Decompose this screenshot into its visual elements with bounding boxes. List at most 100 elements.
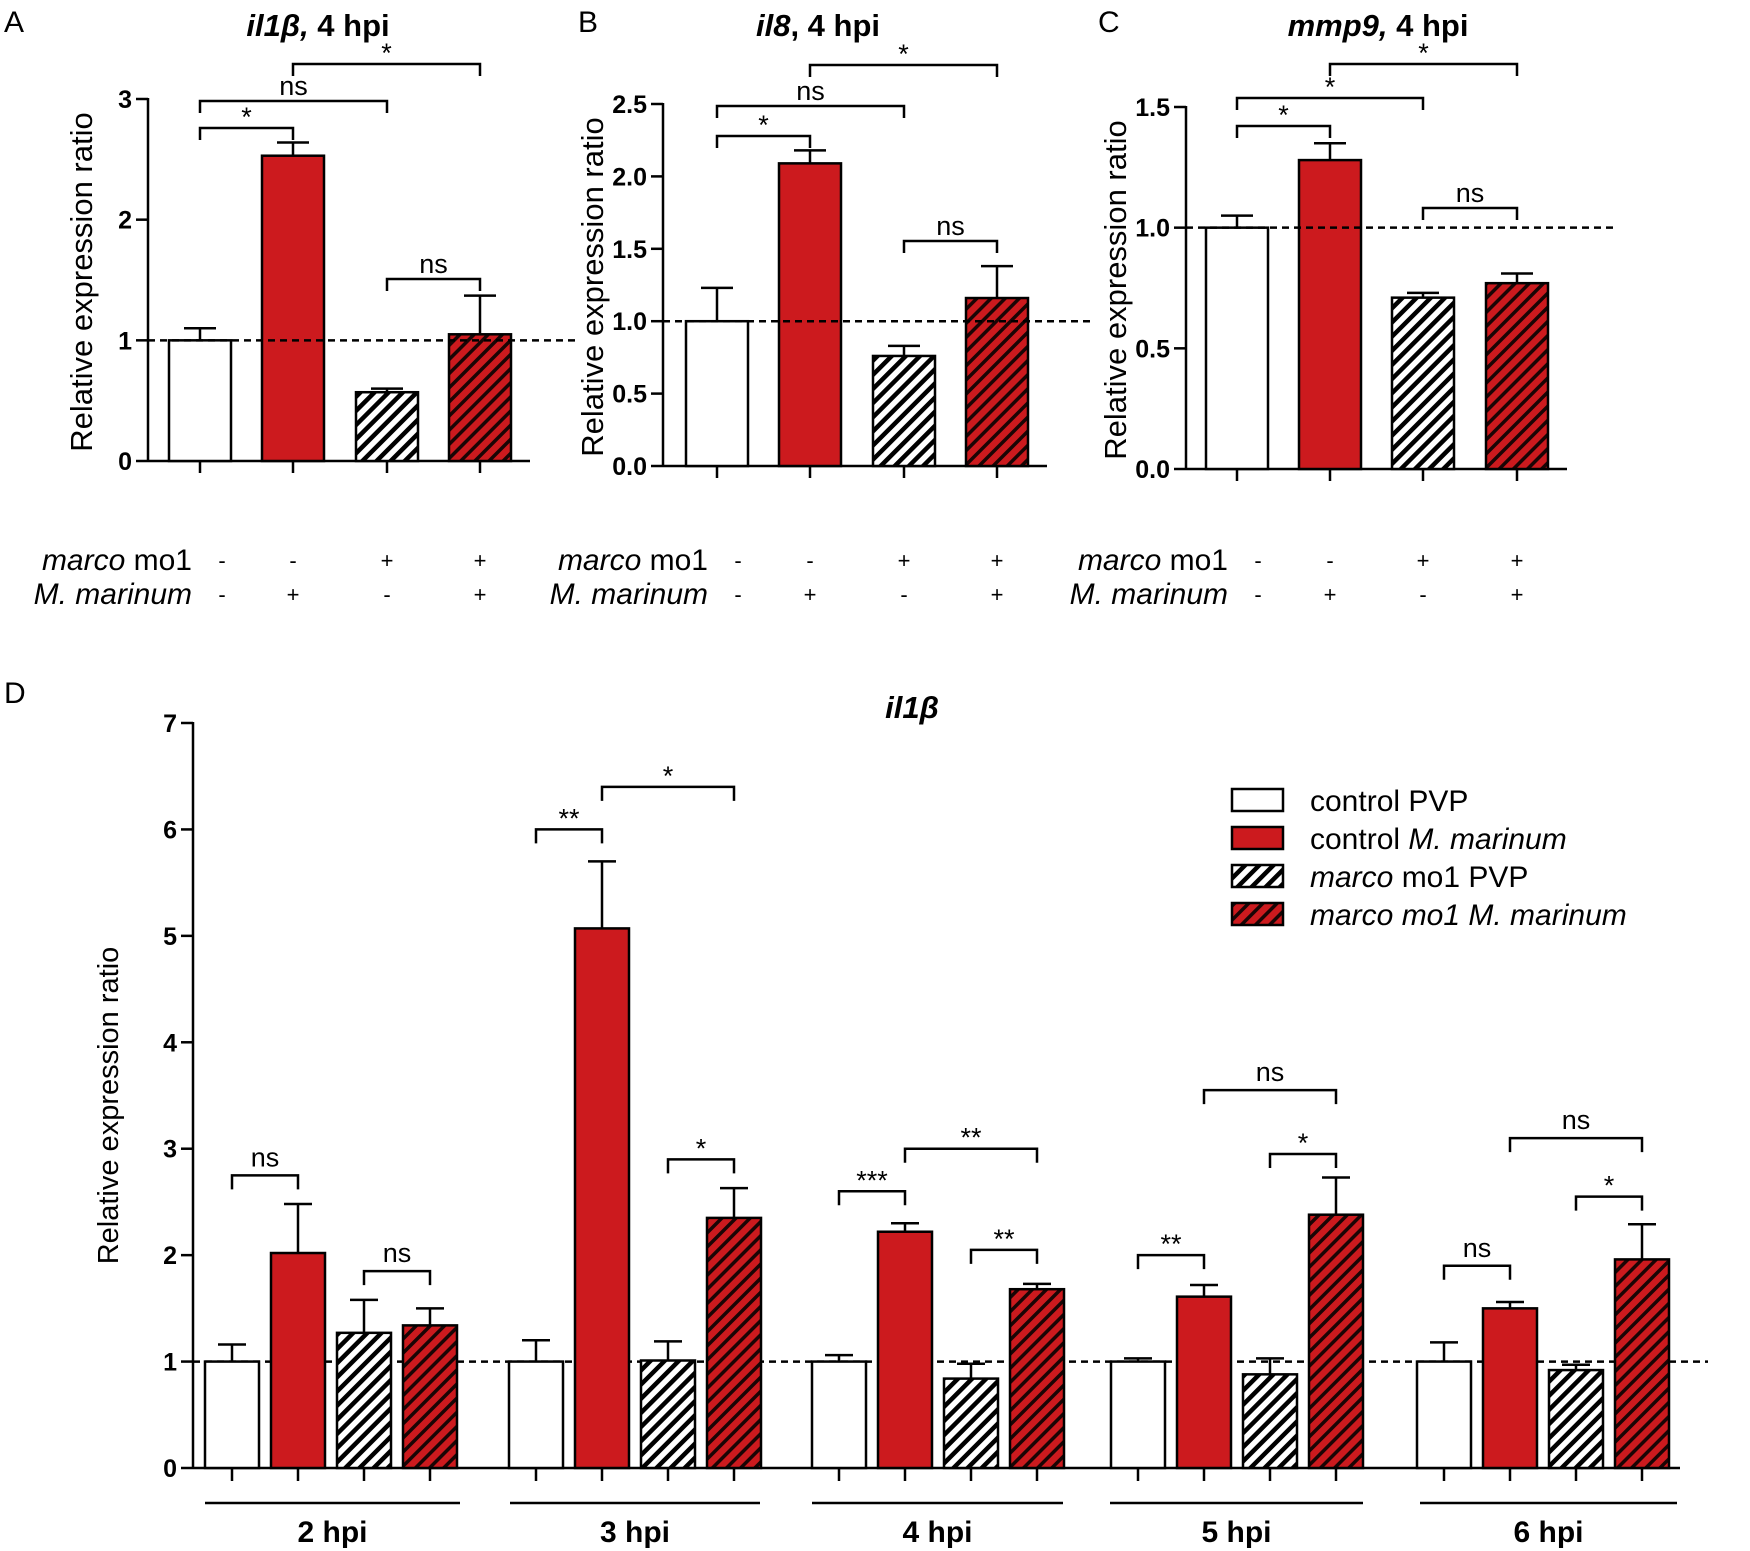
significance-bracket xyxy=(1136,1253,1206,1270)
significance-bracket xyxy=(1508,1136,1644,1153)
panel-title: mmp9, 4 hpi xyxy=(1288,8,1469,43)
panel-letter: B xyxy=(578,6,598,39)
legend-swatch xyxy=(1230,901,1285,927)
condition-sign: - xyxy=(383,582,390,607)
significance-label: * xyxy=(696,1133,707,1163)
significance-label: ns xyxy=(1256,1057,1285,1087)
significance-bracket xyxy=(715,134,812,148)
y-tick-label: 0.5 xyxy=(612,381,647,409)
legend-label: marco mo1 PVP xyxy=(1310,861,1528,894)
legend-prefix: marco xyxy=(1310,861,1393,894)
panel-title: il1β, 4 hpi xyxy=(246,8,389,43)
significance-bracket xyxy=(600,785,736,801)
y-tick-label: 5 xyxy=(163,923,177,951)
bar-marco-mo1-pvp xyxy=(942,1377,1000,1470)
significance-label: ns xyxy=(251,1142,280,1172)
significance-bracket xyxy=(1442,1264,1512,1280)
row-label-italic: M. marinum xyxy=(550,578,708,611)
y-tick-label: 2 xyxy=(118,207,132,235)
condition-sign: + xyxy=(1324,582,1337,607)
significance-bracket xyxy=(1235,96,1425,110)
y-tick-label: 2 xyxy=(163,1242,177,1270)
row-label-italic: marco xyxy=(42,544,125,577)
significance-bracket xyxy=(1235,124,1332,138)
condition-sign: - xyxy=(900,582,907,607)
row-label-rest: mo1 xyxy=(641,544,708,577)
bar-control-m-marinum xyxy=(260,154,326,463)
bar-marco-mo1-m-marinum xyxy=(964,296,1030,468)
significance-label: * xyxy=(1418,38,1429,68)
bar-marco-mo1-pvp xyxy=(639,1359,697,1470)
bar-marco-mo1-m-marinum xyxy=(1307,1213,1365,1470)
condition-sign: + xyxy=(381,548,394,573)
condition-sign: - xyxy=(806,548,813,573)
significance-bracket xyxy=(534,828,604,844)
significance-label: ns xyxy=(1456,178,1485,208)
y-tick-label: 1.0 xyxy=(612,308,647,336)
bar-marco-mo1-pvp xyxy=(1390,296,1456,471)
group-label: 3 hpi xyxy=(600,1516,670,1549)
condition-sign: + xyxy=(287,582,300,607)
title-gene: il1β, xyxy=(246,8,308,43)
significance-bracket xyxy=(291,62,482,76)
row-label-marco-mo1: marco mo1 xyxy=(558,544,708,577)
row-label-marco-mo1: marco mo1 xyxy=(42,544,192,577)
y-axis-label: Relative expression ratio xyxy=(93,947,125,1265)
legend-prefix: control xyxy=(1310,823,1400,856)
row-label-m-marinum: M. marinum xyxy=(34,578,192,611)
condition-sign: - xyxy=(1419,582,1426,607)
bar-marco-mo1-pvp xyxy=(354,390,420,463)
y-tick-label: 0.0 xyxy=(1135,456,1170,484)
condition-sign: - xyxy=(734,582,741,607)
significance-bracket xyxy=(666,1158,736,1174)
significance-bracket xyxy=(969,1248,1039,1264)
condition-sign: + xyxy=(474,582,487,607)
y-tick-label: 6 xyxy=(163,816,177,844)
condition-sign: + xyxy=(991,582,1004,607)
bar-control-m-marinum xyxy=(269,1251,327,1470)
significance-bracket xyxy=(198,126,295,140)
row-label-m-marinum: M. marinum xyxy=(1070,578,1228,611)
y-tick-label: 1.0 xyxy=(1135,215,1170,243)
y-tick-label: 7 xyxy=(163,710,177,738)
condition-sign: + xyxy=(1511,548,1524,573)
legend-rest: M. marinum xyxy=(1400,823,1567,856)
bar-marco-mo1-m-marinum xyxy=(1484,281,1550,471)
panel-letter: D xyxy=(4,677,26,710)
significance-label: ** xyxy=(960,1123,982,1153)
legend-rest: PVP xyxy=(1400,785,1468,818)
bar-control-pvp xyxy=(1204,226,1270,471)
condition-sign: - xyxy=(1254,548,1261,573)
condition-sign: + xyxy=(804,582,817,607)
legend-swatch xyxy=(1230,863,1285,889)
significance-bracket xyxy=(198,99,389,113)
y-tick-label: 3 xyxy=(163,1136,177,1164)
significance-label: *** xyxy=(856,1165,888,1195)
row-label-marco-mo1: marco mo1 xyxy=(1078,544,1228,577)
condition-sign: - xyxy=(289,548,296,573)
bar-marco-mo1-m-marinum xyxy=(1613,1258,1671,1470)
group-label: 6 hpi xyxy=(1513,1516,1583,1549)
condition-sign: + xyxy=(1417,548,1430,573)
y-tick-label: 0.0 xyxy=(612,453,647,481)
significance-label: * xyxy=(1325,72,1336,102)
significance-bracket xyxy=(385,277,482,291)
group-label: 2 hpi xyxy=(297,1516,367,1549)
bar-control-m-marinum xyxy=(573,927,631,1470)
y-tick-label: 4 xyxy=(163,1029,177,1057)
significance-label: ** xyxy=(558,803,580,833)
bar-control-m-marinum xyxy=(1297,158,1363,471)
group-label: 4 hpi xyxy=(902,1516,972,1549)
significance-label: * xyxy=(758,110,769,140)
significance-label: ** xyxy=(1160,1229,1182,1259)
legend-label: control M. marinum xyxy=(1310,823,1567,856)
significance-label: * xyxy=(381,38,392,68)
bar-marco-mo1-m-marinum xyxy=(447,333,513,463)
y-tick-label: 1 xyxy=(163,1349,177,1377)
legend-rest: mo1 PVP xyxy=(1393,861,1528,894)
significance-bracket xyxy=(837,1190,907,1206)
